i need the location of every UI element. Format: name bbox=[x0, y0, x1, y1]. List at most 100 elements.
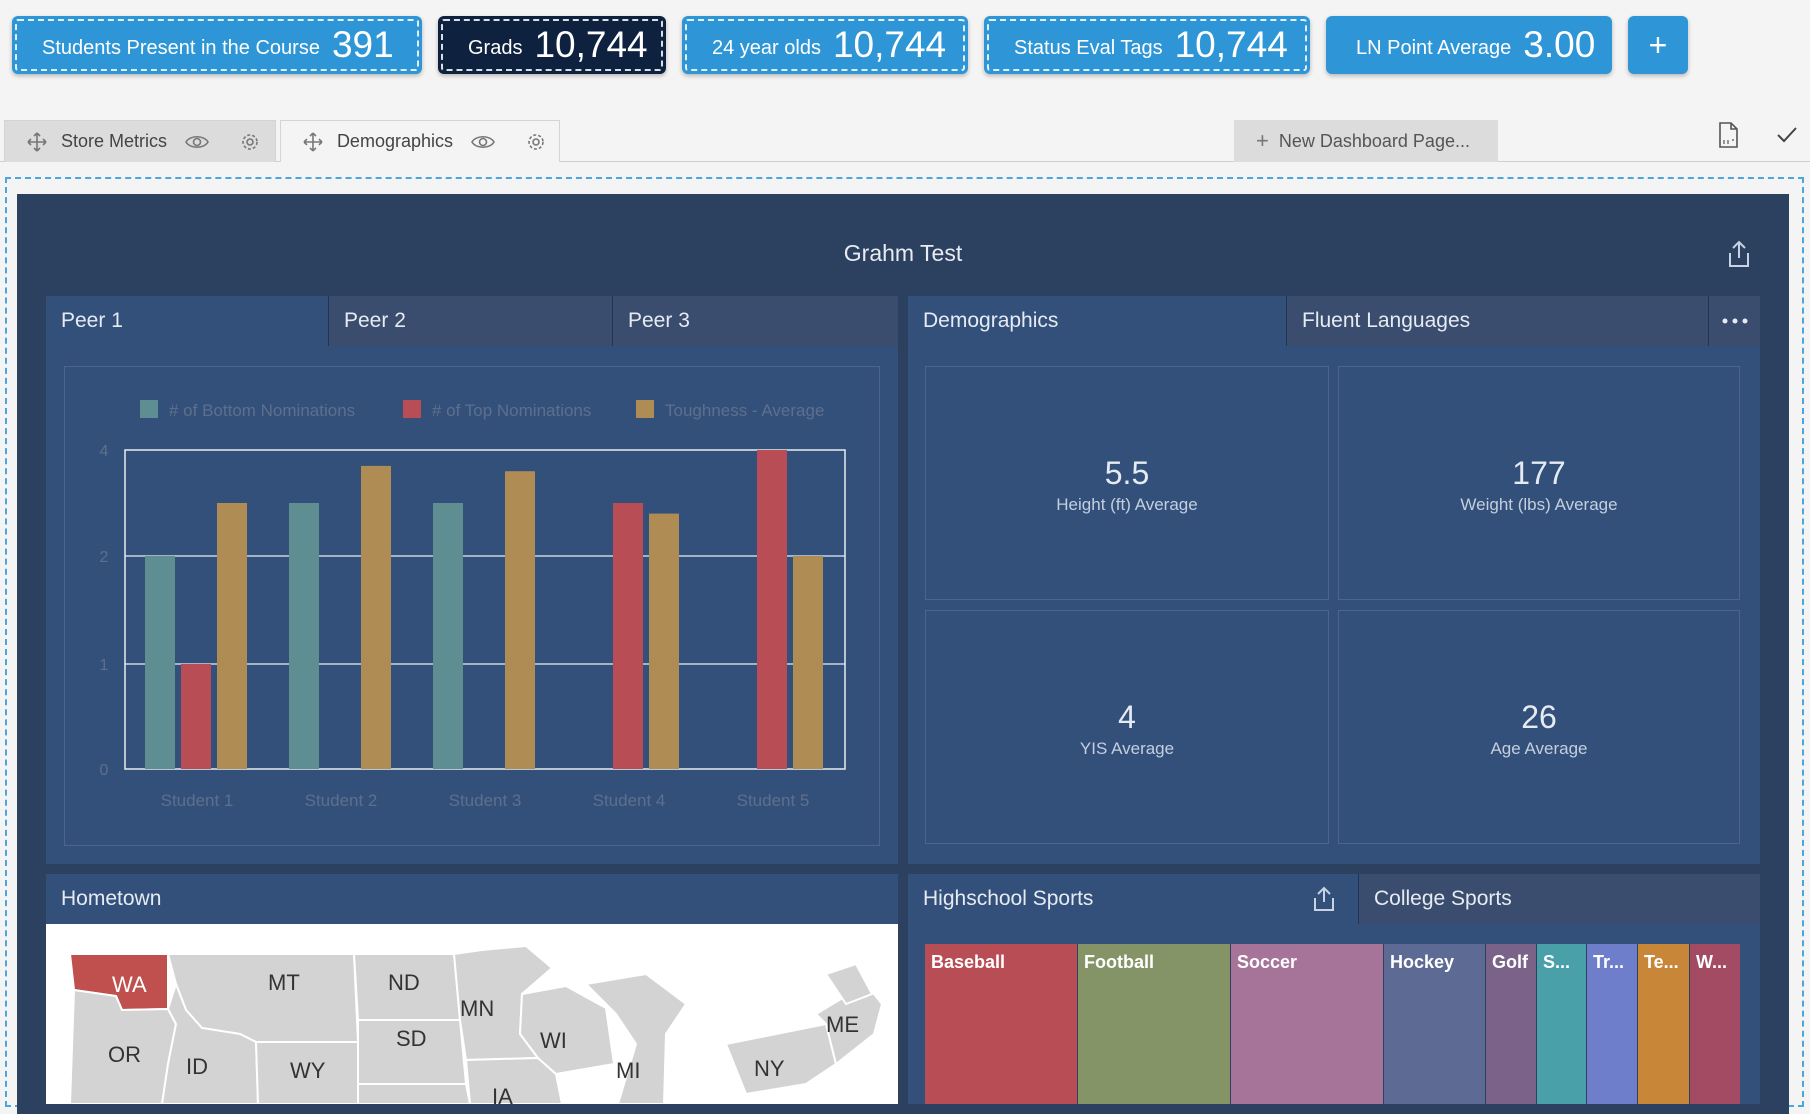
plus-icon: + bbox=[1256, 128, 1269, 153]
legend-label: # of Bottom Nominations bbox=[169, 401, 355, 420]
tile-value: 177 bbox=[1512, 455, 1566, 491]
state-label-me: ME bbox=[826, 1012, 859, 1037]
state-me-shape[interactable] bbox=[824, 962, 874, 1006]
treemap-label: Baseball bbox=[931, 952, 1006, 972]
tile-yis-average[interactable]: 4 YIS Average bbox=[925, 610, 1329, 844]
treemap-cell-hockey[interactable]: Hockey bbox=[1384, 944, 1486, 1104]
tile-label: Weight (lbs) Average bbox=[1460, 495, 1618, 514]
state-label-mt: MT bbox=[268, 970, 300, 995]
treemap-cell-te[interactable]: Te... bbox=[1638, 944, 1690, 1104]
tile-height-average[interactable]: 5.5 Height (ft) Average bbox=[925, 366, 1329, 600]
kpi-label: LN Point Average bbox=[1356, 36, 1512, 59]
top-right-toolbar bbox=[1716, 122, 1798, 148]
move-icon[interactable] bbox=[303, 131, 323, 152]
tile-age-average[interactable]: 26 Age Average bbox=[1338, 610, 1740, 844]
tab-peer-2[interactable]: Peer 2 bbox=[328, 296, 612, 346]
legend-label: Toughness - Average bbox=[665, 401, 824, 420]
peer-tabs: Peer 1 Peer 2 Peer 3 bbox=[46, 296, 898, 346]
state-label-or: OR bbox=[108, 1042, 141, 1067]
state-label-wy: WY bbox=[290, 1058, 326, 1083]
new-dashboard-page-button[interactable]: + New Dashboard Page... bbox=[1234, 120, 1498, 162]
kpi-card-students-present[interactable]: Students Present in the Course 391 bbox=[12, 16, 422, 74]
bar-1 bbox=[181, 664, 211, 769]
state-label-sd: SD bbox=[396, 1026, 427, 1051]
treemap-label: Tr... bbox=[1593, 952, 1625, 972]
treemap-cell-tr[interactable]: Tr... bbox=[1587, 944, 1638, 1104]
tab-label: Highschool Sports bbox=[923, 887, 1094, 910]
page-tab-label: Store Metrics bbox=[61, 131, 168, 151]
tab-highschool-sports[interactable]: Highschool Sports bbox=[908, 874, 1358, 924]
kpi-card-ln-point-average[interactable]: LN Point Average 3.00 bbox=[1326, 16, 1612, 74]
hometown-header: Hometown bbox=[46, 874, 898, 924]
bar-0 bbox=[289, 503, 319, 769]
state-ny-shape[interactable] bbox=[724, 1022, 838, 1096]
state-label-ny: NY bbox=[754, 1056, 785, 1081]
treemap-cell-s[interactable]: S... bbox=[1537, 944, 1587, 1104]
bar-0 bbox=[433, 503, 463, 769]
state-label-mi: MI bbox=[616, 1058, 640, 1083]
tile-weight-average[interactable]: 177 Weight (lbs) Average bbox=[1338, 366, 1740, 600]
treemap-label: S... bbox=[1543, 952, 1571, 972]
kpi-card-24-year-olds[interactable]: 24 year olds 10,744 bbox=[682, 16, 968, 74]
kpi-row: Students Present in the Course 391 Grads… bbox=[0, 0, 1810, 100]
treemap-label: Golf bbox=[1492, 952, 1528, 972]
state-label-wi: WI bbox=[540, 1028, 567, 1053]
tab-demographics[interactable]: Demographics bbox=[908, 296, 1286, 346]
kpi-label: Status Eval Tags bbox=[1014, 36, 1163, 59]
tile-value: 4 bbox=[1118, 699, 1136, 735]
x-tick-label: Student 3 bbox=[449, 791, 522, 810]
tab-peer-1[interactable]: Peer 1 bbox=[46, 296, 328, 346]
kpi-label: 24 year olds bbox=[712, 36, 821, 59]
map-area: WA MT ND MN OR ID WY SD WI MI ME NY IA bbox=[46, 924, 898, 1109]
new-page-label: New Dashboard Page... bbox=[1278, 130, 1470, 151]
page-tab-label: Demographics bbox=[336, 131, 453, 151]
bar-1 bbox=[613, 503, 643, 769]
dashboard-title: Grahm Test bbox=[843, 240, 963, 266]
sports-tabs: Highschool Sports College Sports bbox=[908, 874, 1760, 924]
hometown-title: Hometown bbox=[46, 874, 898, 924]
checkmark-icon[interactable] bbox=[1776, 126, 1798, 144]
page-tab-bar: Store Metrics Demographics bbox=[0, 118, 1810, 162]
treemap-cell-football[interactable]: Football bbox=[1078, 944, 1231, 1104]
kpi-value: 10,744 bbox=[1174, 24, 1288, 65]
eye-icon[interactable] bbox=[471, 133, 509, 151]
tab-fluent-languages[interactable]: Fluent Languages bbox=[1286, 296, 1708, 346]
y-tick-label: 0 bbox=[100, 762, 109, 779]
treemap-cell-baseball[interactable]: Baseball bbox=[925, 944, 1078, 1104]
x-tick-label: Student 4 bbox=[593, 791, 666, 810]
add-kpi-button[interactable]: + bbox=[1628, 16, 1688, 74]
state-ne-shape[interactable] bbox=[357, 1083, 472, 1105]
demographics-panel: Demographics Fluent Languages bbox=[908, 296, 1760, 864]
move-icon[interactable] bbox=[27, 131, 47, 152]
gear-icon[interactable] bbox=[527, 133, 559, 151]
treemap-cell-w[interactable]: W... bbox=[1690, 944, 1740, 1104]
x-tick-label: Student 2 bbox=[305, 791, 378, 810]
treemap-cell-golf[interactable]: Golf bbox=[1486, 944, 1537, 1104]
pdf-export-icon[interactable] bbox=[1716, 122, 1740, 148]
plot-frame bbox=[124, 449, 846, 770]
page-tab-store-metrics[interactable]: Store Metrics bbox=[4, 120, 276, 162]
state-wi-shape[interactable] bbox=[518, 984, 616, 1076]
share-icon[interactable] bbox=[1726, 240, 1752, 273]
x-tick-label: Student 1 bbox=[161, 791, 234, 810]
legend-label: # of Top Nominations bbox=[432, 401, 591, 420]
tab-peer-3[interactable]: Peer 3 bbox=[612, 296, 898, 346]
treemap-cell-soccer[interactable]: Soccer bbox=[1231, 944, 1384, 1104]
legend-swatch bbox=[403, 400, 421, 418]
kpi-card-status-eval-tags[interactable]: Status Eval Tags 10,744 bbox=[984, 16, 1310, 74]
gear-icon[interactable] bbox=[241, 133, 273, 151]
tile-label: Height (ft) Average bbox=[1056, 495, 1198, 514]
kpi-card-grads[interactable]: Grads 10,744 bbox=[438, 16, 666, 74]
more-options-icon[interactable] bbox=[1708, 296, 1760, 346]
demographics-tabs: Demographics Fluent Languages bbox=[908, 296, 1760, 346]
kpi-label: Students Present in the Course bbox=[42, 36, 320, 59]
share-icon[interactable] bbox=[1312, 886, 1336, 912]
treemap-label: Te... bbox=[1644, 952, 1679, 972]
page-tab-demographics[interactable]: Demographics bbox=[280, 120, 560, 162]
kpi-label: Grads bbox=[468, 36, 523, 59]
eye-icon[interactable] bbox=[185, 133, 223, 151]
tab-college-sports[interactable]: College Sports bbox=[1358, 874, 1760, 924]
tile-label: Age Average bbox=[1490, 739, 1588, 758]
bar-2 bbox=[217, 503, 247, 769]
